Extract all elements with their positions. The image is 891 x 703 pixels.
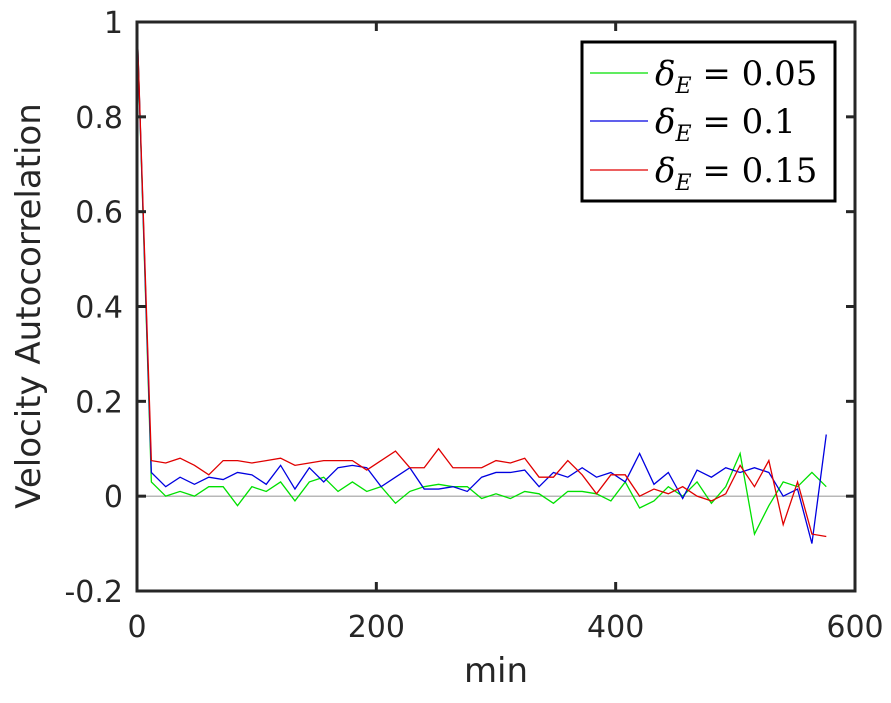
plot-frame (135, 20, 857, 593)
series-line-0 (136, 21, 827, 537)
series-layer (136, 21, 827, 544)
series-line-2 (136, 21, 827, 538)
legend-label-0: δE = 0.05 (655, 54, 817, 99)
y-tick-label-0: -0.2 (64, 575, 123, 610)
legend-label-2: δE = 0.15 (655, 151, 817, 196)
x-tick-label-3: 600 (826, 610, 883, 645)
x-tick-label-2: 400 (587, 610, 644, 645)
y-tick-label-1: 0 (104, 480, 123, 515)
y-tick-label-6: 1 (104, 6, 123, 41)
axis-tick-labels: 0 200 400 600-0.200.20.40.60.81 (64, 6, 883, 645)
y-tick-label-5: 0.8 (75, 101, 123, 136)
x-tick-label-1: 200 (348, 610, 405, 645)
y-axis-label: Velocity Autocorrelation (9, 103, 49, 509)
x-axis-label: min (464, 651, 528, 691)
series-line-1 (136, 21, 827, 544)
legend-label-1: δE = 0.1 (655, 102, 796, 147)
y-tick-label-2: 0.2 (75, 385, 123, 420)
y-tick-label-3: 0.4 (75, 291, 123, 326)
y-tick-label-4: 0.6 (75, 196, 123, 231)
x-tick-label-0: 0 (127, 610, 146, 645)
